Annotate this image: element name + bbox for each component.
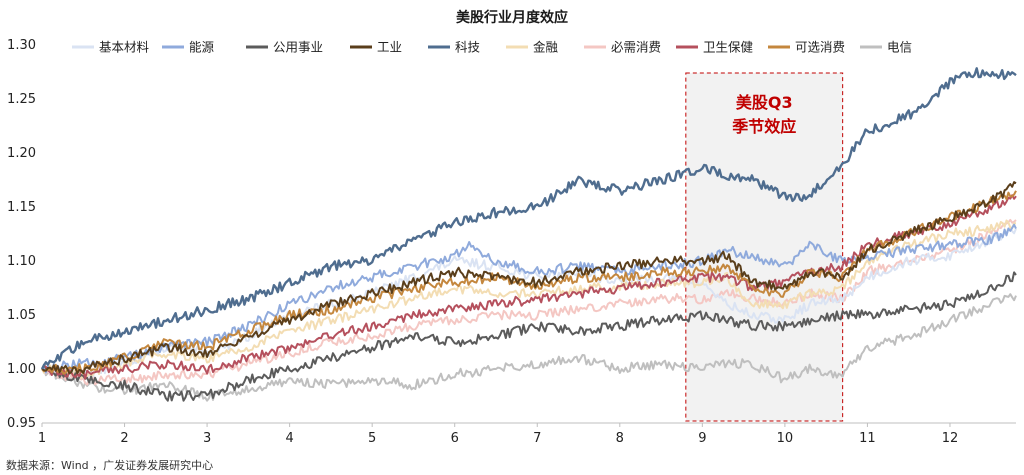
series-line-7 — [41, 194, 1017, 380]
legend-label: 可选消费 — [795, 40, 845, 55]
x-tick-label: 11 — [859, 431, 876, 446]
y-tick-label: 1.05 — [7, 308, 36, 323]
highlight-label-line1: 美股Q3 — [736, 93, 793, 112]
y-tick-label: 1.20 — [7, 146, 36, 161]
series-line-8 — [41, 190, 1017, 375]
axes: 0.951.001.051.101.151.201.251.301 2 3 4 5 6 7 8… — [7, 38, 1016, 446]
series-line-5 — [41, 219, 1016, 380]
legend: 基本材料 能源 公用事业 工业 科技 金融 必需消费 卫生保健 可选消费 电信 — [72, 40, 912, 55]
legend-label: 电信 — [887, 40, 912, 55]
y-tick-label: 1.10 — [7, 254, 36, 269]
series-line-4 — [40, 67, 1017, 370]
source-note: 数据来源：Wind ，广发证券发展研究中心 — [6, 458, 213, 472]
highlight-label-line2: 季节效应 — [731, 117, 796, 136]
x-tick-label: 4 — [285, 431, 293, 446]
chart-title: 美股行业月度效应 — [456, 9, 568, 26]
x-tick-label: 9 — [698, 431, 706, 446]
x-tick-label: 12 — [942, 431, 959, 446]
legend-label: 基本材料 — [99, 40, 150, 55]
x-tick-label: 10 — [777, 431, 794, 446]
x-tick-label: 5 — [368, 431, 376, 446]
x-tick-label: 1 — [38, 431, 46, 446]
series-line-3 — [41, 181, 1017, 375]
legend-label: 能源 — [189, 40, 215, 55]
x-tick-label: 7 — [533, 431, 541, 446]
y-tick-label: 1.15 — [7, 200, 36, 215]
x-tick-label: 3 — [203, 431, 211, 446]
x-tick-label: 2 — [120, 431, 128, 446]
y-tick-label: 0.95 — [7, 416, 36, 431]
x-tick-label: 8 — [616, 431, 624, 446]
legend-label: 卫生保健 — [703, 40, 754, 55]
legend-label: 科技 — [455, 40, 481, 55]
y-tick-label: 1.00 — [7, 362, 36, 377]
y-tick-label: 1.25 — [7, 92, 36, 107]
legend-label: 必需消费 — [611, 40, 661, 55]
series-line-2 — [41, 271, 1017, 402]
legend-label: 公用事业 — [273, 40, 323, 55]
legend-label: 工业 — [377, 40, 402, 55]
series-line-9 — [41, 293, 1017, 402]
x-tick-label: 6 — [451, 431, 459, 446]
series-lines — [40, 67, 1017, 402]
legend-label: 金融 — [533, 40, 559, 55]
y-tick-label: 1.30 — [7, 38, 36, 53]
